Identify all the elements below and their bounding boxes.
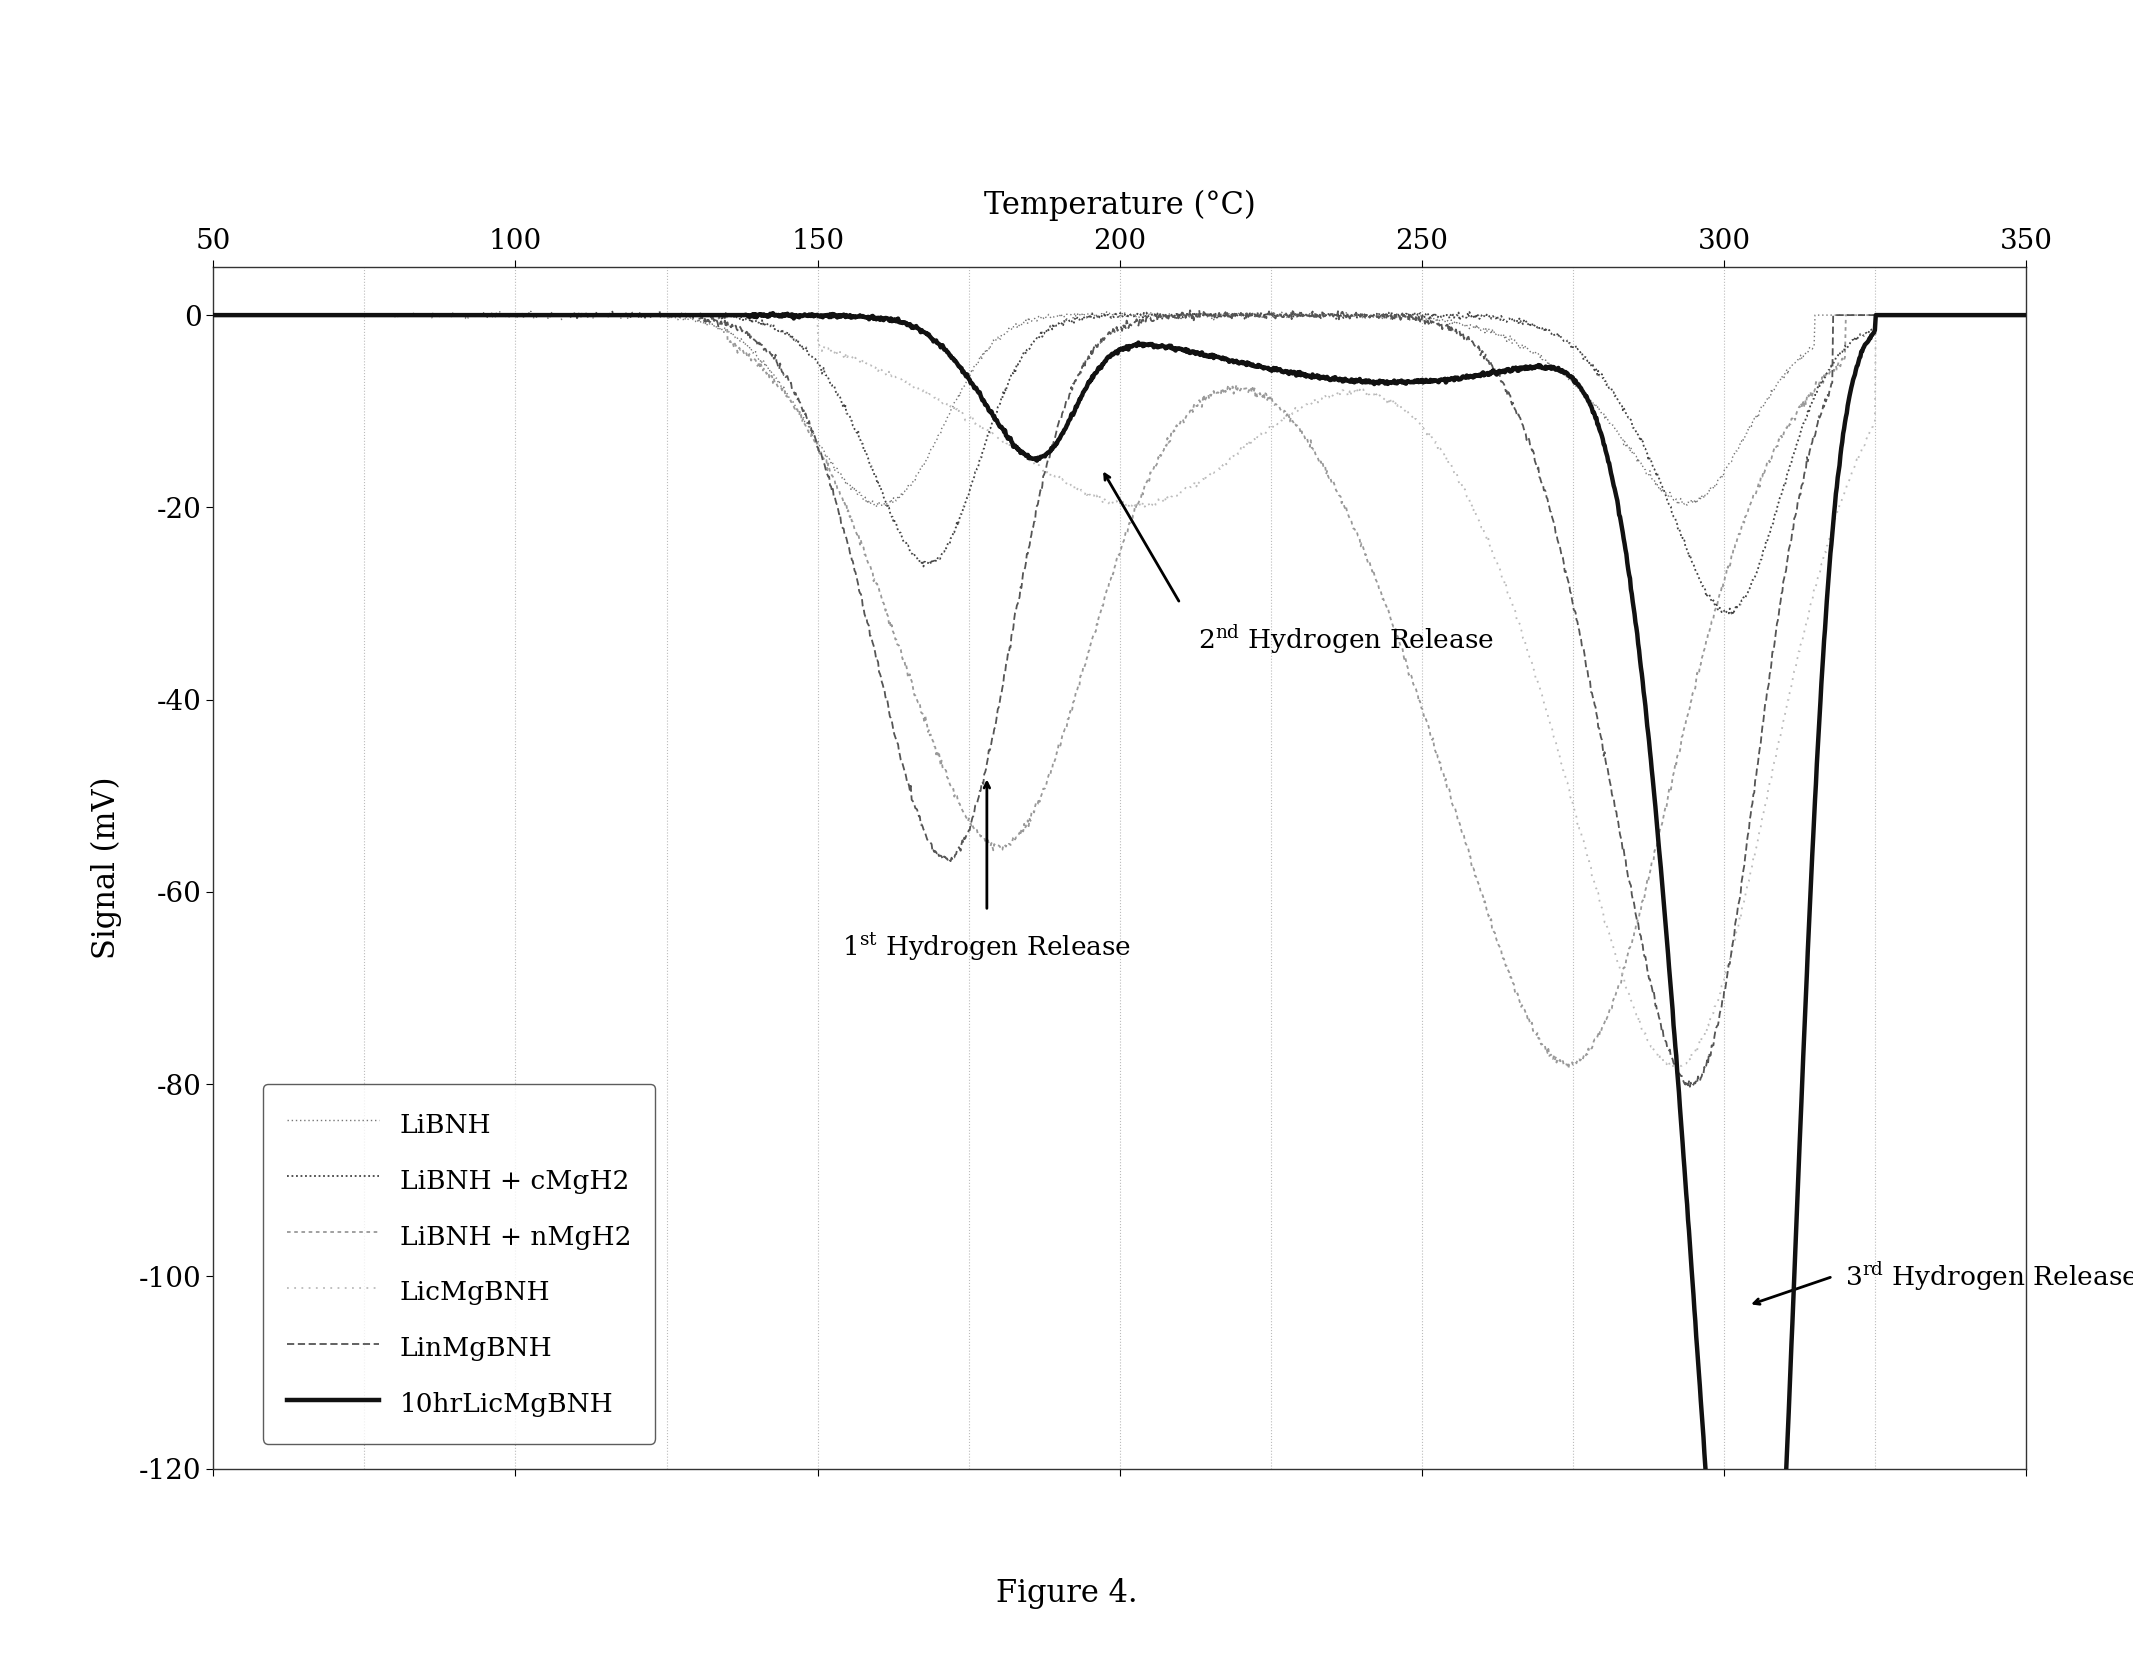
Legend: LiBNH, LiBNH + cMgH2, LiBNH + nMgH2, LicMgBNH, LinMgBNH, 10hrLicMgBNH: LiBNH, LiBNH + cMgH2, LiBNH + nMgH2, Lic… bbox=[262, 1085, 655, 1444]
Text: 2$^{\mathregular{nd}}$ Hydrogen Release: 2$^{\mathregular{nd}}$ Hydrogen Release bbox=[1199, 623, 1495, 656]
Text: 1$^{\mathregular{st}}$ Hydrogen Release: 1$^{\mathregular{st}}$ Hydrogen Release bbox=[843, 930, 1130, 963]
Y-axis label: Signal (mV): Signal (mV) bbox=[92, 776, 122, 960]
Text: Figure 4.: Figure 4. bbox=[996, 1579, 1137, 1609]
X-axis label: Temperature (°C): Temperature (°C) bbox=[983, 190, 1256, 222]
Text: 3$^{\mathregular{rd}}$ Hydrogen Release: 3$^{\mathregular{rd}}$ Hydrogen Release bbox=[1845, 1260, 2133, 1293]
